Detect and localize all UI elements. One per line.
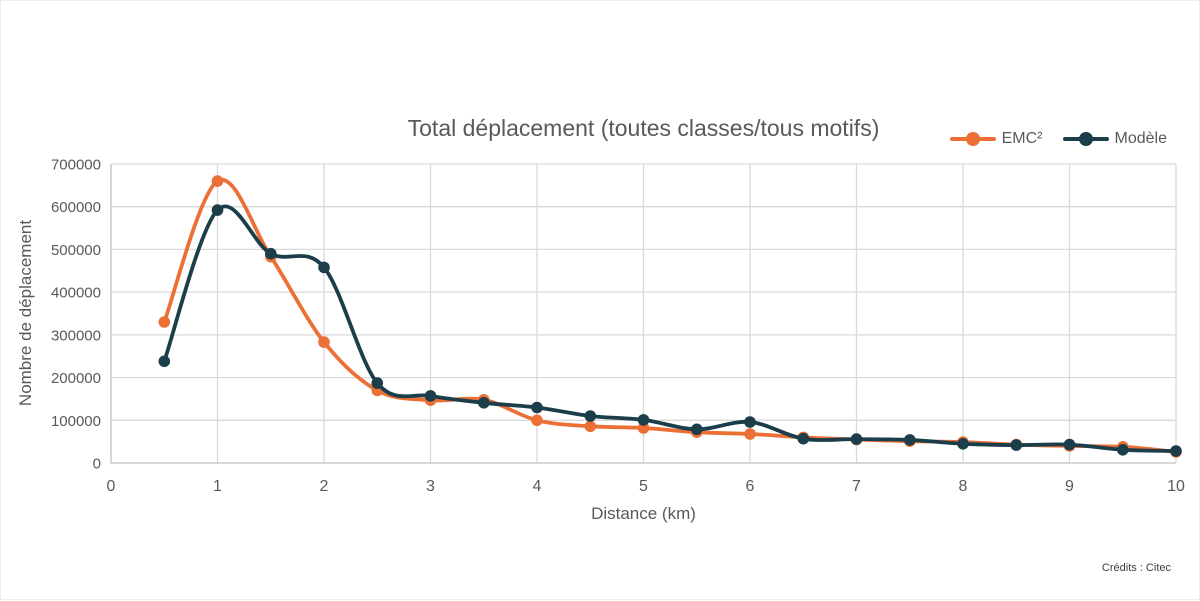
y-tick-label-400000: 400000 — [51, 285, 101, 302]
series-0-point-6[interactable] — [744, 428, 756, 440]
series-0-point-4[interactable] — [531, 414, 543, 427]
x-tick-label-0: 0 — [107, 478, 116, 495]
x-tick-label-3: 3 — [426, 478, 435, 495]
modele-series-swatch-icon — [1062, 132, 1109, 146]
series-1-point-8.5[interactable] — [1010, 439, 1023, 451]
x-tick-label-9: 9 — [1065, 478, 1074, 495]
x-tick-label-4: 4 — [533, 478, 542, 495]
x-axis-title: Distance (km) — [591, 504, 696, 523]
chart-title: Total déplacement (toutes classes/tous m… — [407, 115, 880, 141]
series-1-point-8[interactable] — [957, 438, 969, 450]
legend-label-modele: Modèle — [1114, 130, 1167, 147]
series-1-point-5.5[interactable] — [691, 423, 703, 436]
x-tick-label-8: 8 — [959, 478, 968, 495]
y-tick-label-700000: 700000 — [51, 157, 101, 174]
legend-label-emc2: EMC² — [1001, 130, 1043, 147]
x-tick-label-2: 2 — [320, 478, 329, 495]
series-1-point-10[interactable] — [1170, 445, 1182, 457]
credits-text: Crédits : Citec — [1101, 562, 1171, 574]
series-1-point-2.5[interactable] — [371, 377, 384, 389]
y-tick-label-600000: 600000 — [51, 199, 101, 216]
series-1-point-7[interactable] — [850, 433, 863, 445]
series-0-point-1[interactable] — [211, 175, 224, 187]
x-tick-label-5: 5 — [639, 478, 648, 495]
series-1-point-7.5[interactable] — [904, 434, 916, 446]
y-tick-label-0: 0 — [93, 456, 101, 473]
series-0-point-4.5[interactable] — [584, 420, 597, 433]
series-1-point-1[interactable] — [211, 204, 224, 216]
x-tick-label-10: 10 — [1167, 478, 1185, 495]
series-1-point-9.5[interactable] — [1117, 444, 1129, 456]
series-1-point-1.5[interactable] — [265, 247, 277, 260]
emc2-series-swatch-icon — [949, 132, 996, 146]
y-tick-label-100000: 100000 — [51, 413, 101, 430]
legend: EMC² Modèle — [949, 130, 1167, 148]
series-1-point-4[interactable] — [531, 401, 543, 414]
legend-item-emc2[interactable]: EMC² — [949, 130, 1043, 148]
series-1-line — [162, 204, 1178, 453]
series-1-point-2[interactable] — [318, 261, 330, 274]
series-0-point-0.5[interactable] — [158, 316, 171, 328]
y-tick-label-500000: 500000 — [51, 242, 101, 259]
y-tick-label-200000: 200000 — [51, 370, 101, 387]
series-0-point-5[interactable] — [637, 422, 650, 434]
series-1-point-9[interactable] — [1063, 438, 1076, 451]
legend-item-modele[interactable]: Modèle — [1062, 130, 1167, 148]
series-0-point-2[interactable] — [318, 336, 330, 348]
series-1-point-4.5[interactable] — [584, 410, 597, 422]
series-1-point-5[interactable] — [637, 414, 650, 426]
series-1-point-0.5[interactable] — [158, 355, 171, 368]
series-1-point-3.5[interactable] — [478, 397, 490, 409]
series-1-point-6[interactable] — [744, 416, 756, 428]
x-tick-label-1: 1 — [213, 478, 222, 495]
y-tick-label-300000: 300000 — [51, 327, 101, 344]
x-tick-label-6: 6 — [746, 478, 755, 495]
series-1-point-6.5[interactable] — [797, 432, 810, 445]
x-tick-label-7: 7 — [852, 478, 861, 495]
series-1-point-3[interactable] — [424, 390, 437, 402]
series-0-line — [162, 177, 1178, 454]
